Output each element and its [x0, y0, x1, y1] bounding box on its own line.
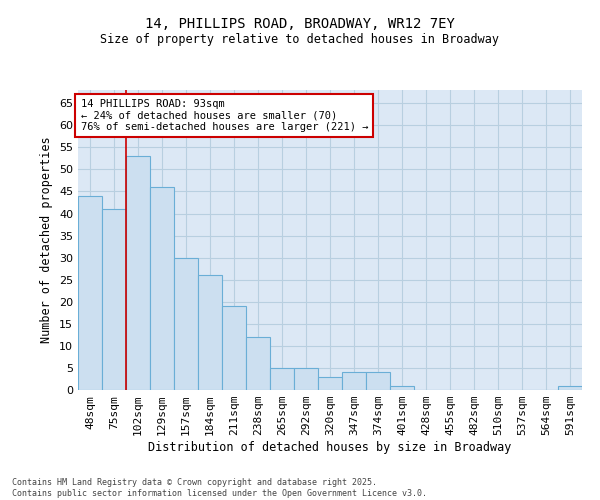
Bar — [558, 386, 582, 390]
Text: 14, PHILLIPS ROAD, BROADWAY, WR12 7EY: 14, PHILLIPS ROAD, BROADWAY, WR12 7EY — [145, 18, 455, 32]
Bar — [78, 196, 102, 390]
Bar — [126, 156, 150, 390]
Bar — [198, 276, 222, 390]
Bar — [366, 372, 390, 390]
Bar — [174, 258, 198, 390]
Y-axis label: Number of detached properties: Number of detached properties — [40, 136, 53, 344]
Bar — [222, 306, 246, 390]
Text: Size of property relative to detached houses in Broadway: Size of property relative to detached ho… — [101, 32, 499, 46]
Bar — [318, 377, 342, 390]
Bar — [246, 337, 270, 390]
Bar — [390, 386, 414, 390]
Bar — [150, 187, 174, 390]
X-axis label: Distribution of detached houses by size in Broadway: Distribution of detached houses by size … — [148, 441, 512, 454]
Text: Contains HM Land Registry data © Crown copyright and database right 2025.
Contai: Contains HM Land Registry data © Crown c… — [12, 478, 427, 498]
Bar — [294, 368, 318, 390]
Text: 14 PHILLIPS ROAD: 93sqm
← 24% of detached houses are smaller (70)
76% of semi-de: 14 PHILLIPS ROAD: 93sqm ← 24% of detache… — [80, 99, 368, 132]
Bar — [102, 209, 126, 390]
Bar — [270, 368, 294, 390]
Bar — [342, 372, 366, 390]
